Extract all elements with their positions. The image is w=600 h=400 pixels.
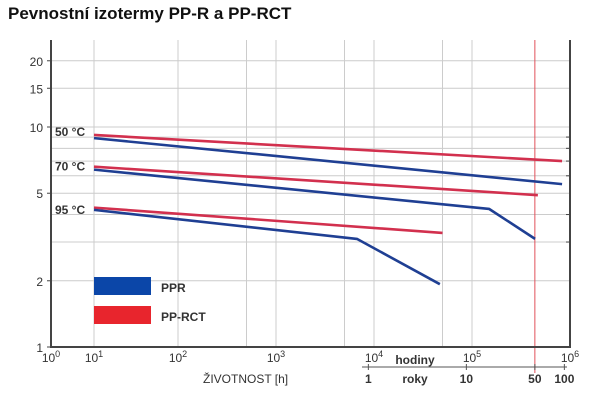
series-line-ppr-95 — [93, 208, 441, 286]
y-tick-label: 15 — [30, 82, 44, 96]
year-tick-label: 100 — [554, 372, 574, 386]
hours-label: hodiny — [395, 353, 435, 367]
x-tick-label: 106 — [561, 349, 579, 365]
legend-swatch-pp-rct — [94, 306, 151, 324]
chart-title: Pevnostní izotermy PP-R a PP-RCT — [8, 4, 292, 23]
year-tick-label: 50 — [528, 372, 542, 386]
x-tick-label: 102 — [169, 349, 187, 365]
x-tick-label: 104 — [365, 349, 383, 365]
x-tick-label: 100 — [42, 349, 60, 365]
years-label: roky — [402, 372, 428, 386]
y-tick-label: 10 — [30, 121, 44, 135]
year-tick-label: 10 — [460, 372, 474, 386]
legend-label: PPR — [161, 281, 186, 295]
y-tick-label: 2 — [36, 275, 43, 289]
year-tick-label: 1 — [365, 372, 372, 386]
temperature-label: 50 °C — [55, 125, 85, 139]
x-tick-label: 103 — [267, 349, 285, 365]
y-tick-label: 20 — [30, 55, 44, 69]
y-tick-label: 1 — [36, 341, 43, 355]
temperature-label: 70 °C — [55, 160, 85, 174]
y-tick-label: 5 — [36, 187, 43, 201]
series-line-ppr-70 — [93, 168, 536, 240]
series-line-pp-rct-50 — [93, 133, 563, 163]
series-line-pp-rct-70 — [93, 165, 538, 197]
x-axis-label: ŽIVOTNOST [h] — [203, 371, 288, 386]
series-line-ppr-50 — [93, 136, 563, 186]
legend-swatch-ppr — [94, 277, 151, 295]
legend-label: PP-RCT — [161, 310, 206, 324]
x-tick-label: 101 — [85, 349, 103, 365]
temperature-label: 95 °C — [55, 203, 85, 217]
x-tick-label: 105 — [463, 349, 481, 365]
series-line-pp-rct-95 — [93, 206, 443, 235]
